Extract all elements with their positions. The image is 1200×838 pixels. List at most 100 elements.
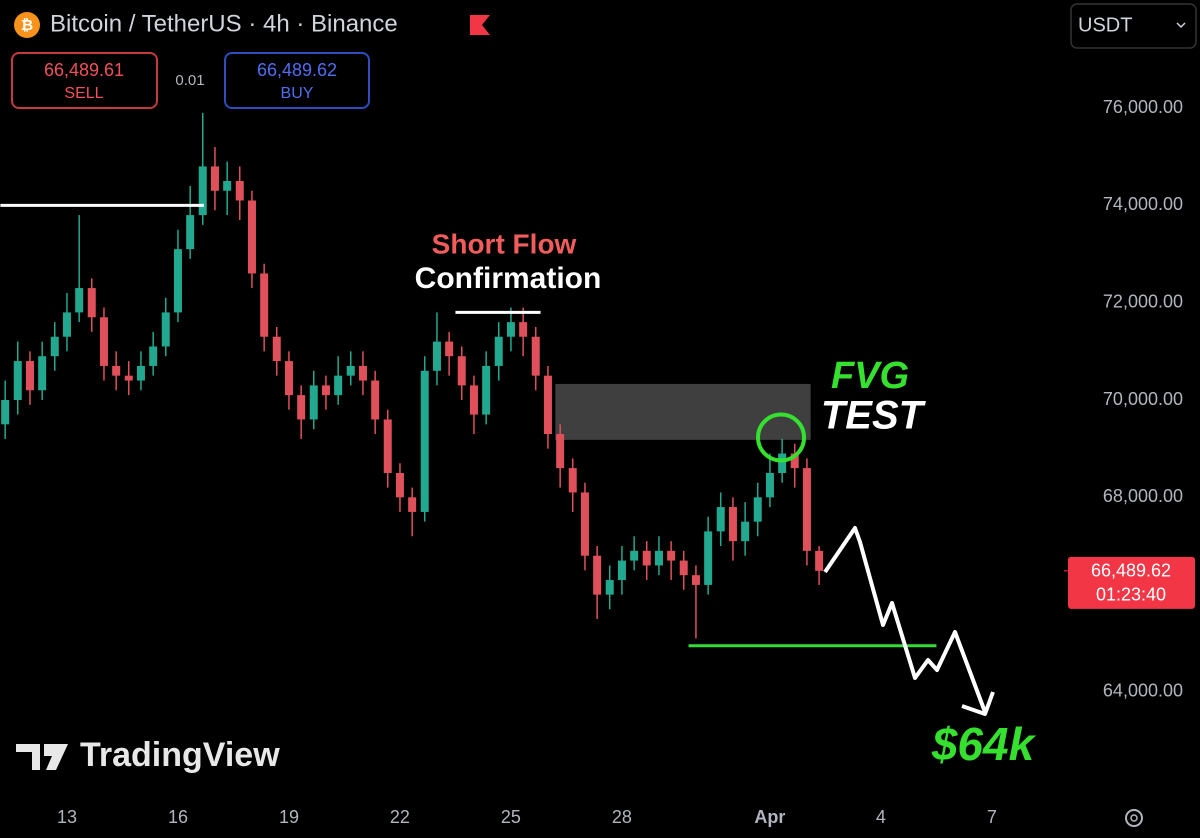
- candle-body: [667, 550, 676, 561]
- candle-body: [543, 375, 552, 435]
- candle-body: [691, 575, 700, 585]
- buy-price: 66,489.62: [257, 60, 337, 80]
- candle-body: [765, 472, 774, 498]
- candle-body: [741, 521, 750, 542]
- x-tick-label: 22: [390, 807, 410, 827]
- candle-body: [1, 400, 10, 425]
- candle-body: [580, 492, 589, 556]
- candle-body: [815, 550, 824, 571]
- y-tick-label: 70,000.00: [1103, 389, 1183, 409]
- candle-body: [617, 560, 626, 581]
- candle-body: [297, 395, 306, 420]
- buy-label: BUY: [281, 85, 314, 102]
- candle-body: [235, 181, 244, 201]
- buy-button[interactable]: [224, 52, 370, 109]
- x-tick-label: 13: [57, 807, 77, 827]
- last-price-tag: [1068, 556, 1195, 609]
- x-tick-label: 28: [612, 807, 632, 827]
- candle-body: [186, 215, 195, 250]
- spread: 0.01: [175, 72, 204, 89]
- btc-icon: [14, 12, 40, 38]
- btc-icon-glyph: ₿: [21, 17, 33, 34]
- candle-body: [149, 346, 158, 366]
- candle-body: [136, 365, 145, 381]
- y-tick-label: 64,000.00: [1103, 681, 1183, 701]
- flag-icon[interactable]: [470, 15, 490, 35]
- candle-body: [321, 385, 330, 396]
- candle-body: [432, 341, 441, 371]
- last-price-label: 66,489.62: [1091, 561, 1171, 581]
- candle-body: [112, 365, 121, 376]
- candle-body: [494, 336, 503, 366]
- candle-body: [408, 497, 417, 512]
- candle-body: [358, 365, 367, 381]
- annotation-short-flow: Short Flow: [432, 228, 577, 259]
- sell-button[interactable]: [11, 52, 158, 109]
- candle-body: [519, 322, 528, 337]
- currency-select[interactable]: [1070, 3, 1197, 49]
- candle-body: [457, 356, 466, 386]
- arrow-head: [961, 691, 995, 716]
- candle-body: [593, 555, 602, 595]
- projection-arrow: [823, 526, 987, 713]
- candle-body: [531, 336, 540, 376]
- candle-body: [420, 370, 429, 512]
- candle-body: [309, 385, 318, 420]
- settings-icon-center: [1130, 814, 1138, 822]
- candle-body: [25, 361, 34, 391]
- candle-body: [506, 322, 515, 337]
- y-tick-label: 76,000.00: [1103, 97, 1183, 117]
- candle-body: [371, 380, 380, 420]
- candle-body: [272, 336, 281, 362]
- candle-body: [38, 356, 47, 391]
- y-tick-label: 72,000.00: [1103, 291, 1183, 311]
- candle-body: [716, 507, 725, 532]
- sell-price: 66,489.61: [44, 60, 124, 80]
- x-tick-label: 4: [876, 807, 886, 827]
- candle-body: [346, 365, 355, 376]
- candle-body: [284, 361, 293, 396]
- tv-logo: [16, 744, 68, 770]
- candle-body: [124, 375, 133, 381]
- candle-body: [753, 497, 762, 522]
- candle-body: [223, 181, 232, 191]
- chevron: [1176, 22, 1186, 29]
- x-tick-label: 25: [501, 807, 521, 827]
- annotation-target: $64k: [931, 718, 1037, 770]
- candle-body: [99, 317, 108, 366]
- candle-body: [704, 531, 713, 585]
- candle-body: [87, 288, 96, 318]
- x-tick-label: 19: [279, 807, 299, 827]
- annotation-fvg: FVG: [831, 355, 909, 397]
- settings-icon[interactable]: [1125, 809, 1143, 827]
- candle-body: [790, 453, 799, 469]
- annotation-test: TEST: [821, 394, 927, 438]
- candle-body: [50, 336, 59, 357]
- sell-label: SELL: [64, 85, 103, 102]
- candle-body: [383, 419, 392, 473]
- candle-body: [161, 312, 170, 347]
- candle-body: [778, 453, 787, 473]
- candle-body: [605, 580, 614, 595]
- fvg-zone: [555, 383, 811, 440]
- candle-body: [210, 166, 219, 191]
- fvg-test-circle: [756, 412, 807, 463]
- x-tick-label: Apr: [754, 807, 785, 827]
- candle-body: [654, 550, 663, 566]
- candle-body: [13, 361, 22, 400]
- candle-body: [642, 550, 651, 566]
- symbol-title: Bitcoin / TetherUS · 4h · Binance: [50, 10, 398, 37]
- candle-body: [728, 507, 737, 542]
- x-tick-label: 16: [168, 807, 188, 827]
- candle-body: [395, 472, 404, 498]
- candle-body: [556, 434, 565, 469]
- candle-body: [247, 200, 256, 274]
- candle-body: [482, 365, 491, 415]
- candle-body: [198, 166, 207, 216]
- candle-body: [260, 273, 269, 337]
- candle-body: [630, 550, 639, 561]
- candle-body: [334, 375, 343, 396]
- watermark: TradingView: [80, 736, 280, 774]
- candle-body: [173, 249, 182, 313]
